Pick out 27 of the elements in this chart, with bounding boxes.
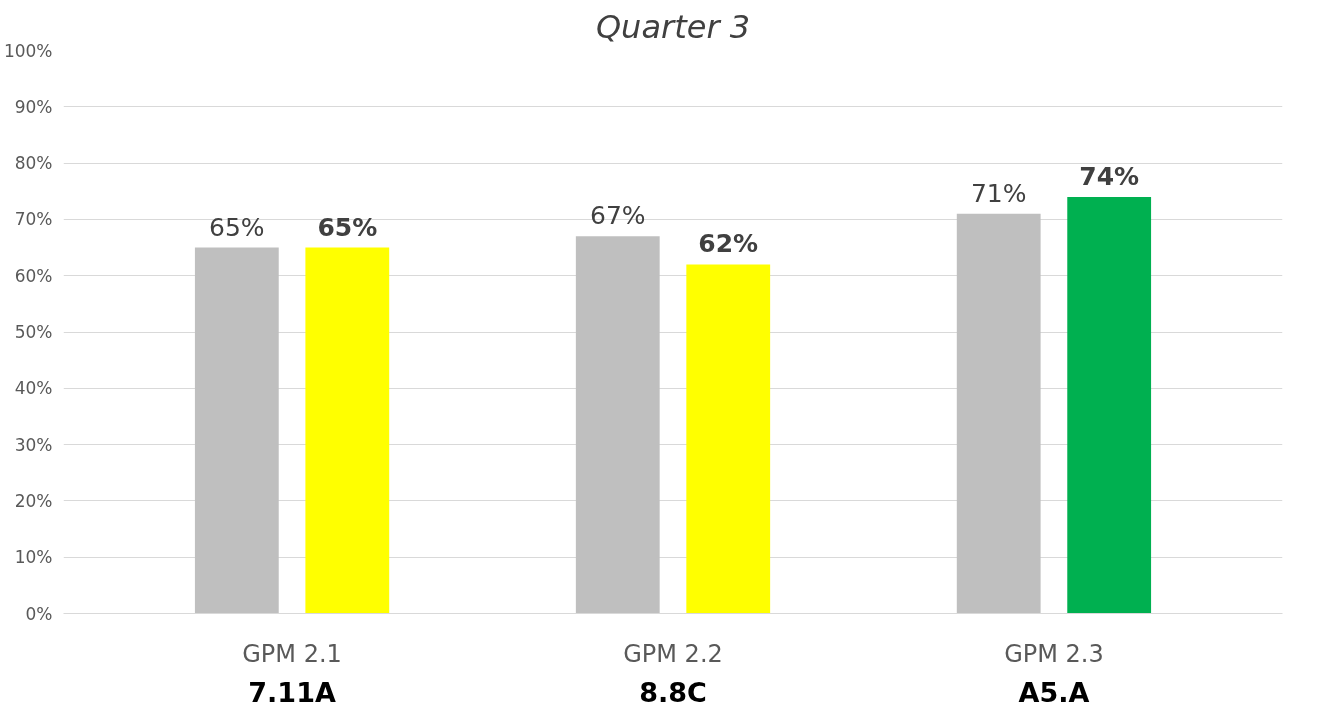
data-label: 65% (317, 212, 378, 242)
data-label: 74% (1079, 161, 1140, 191)
data-label: 71% (970, 178, 1027, 208)
data-label: 62% (698, 229, 759, 259)
y-tick-label: 70% (14, 209, 53, 230)
y-tick-label: 60% (14, 265, 53, 286)
y-tick-label: 10% (14, 547, 53, 568)
category-label: GPM 2.3 A5.A (1004, 639, 1104, 708)
category-label: GPM 2.1 7.11A (242, 639, 342, 708)
bar (575, 236, 660, 614)
data-label: 65% (209, 212, 265, 242)
data-label: 67% (589, 201, 646, 231)
bar (194, 247, 279, 614)
y-tick-label: 20% (14, 490, 53, 511)
category-label: GPM 2.2 8.8C (623, 639, 723, 708)
bar (305, 247, 390, 614)
bar (956, 213, 1041, 614)
y-tick-label: 90% (14, 96, 53, 117)
y-tick-label: 80% (14, 153, 53, 174)
bar (1067, 196, 1152, 614)
y-tick-label: 40% (14, 378, 53, 399)
y-tick-label: 0% (25, 603, 53, 624)
bar (686, 264, 771, 614)
y-tick-label: 100% (3, 40, 53, 61)
chart-title: Quarter 3 (595, 7, 751, 46)
y-tick-label: 30% (14, 434, 53, 455)
y-tick-label: 50% (14, 322, 53, 342)
